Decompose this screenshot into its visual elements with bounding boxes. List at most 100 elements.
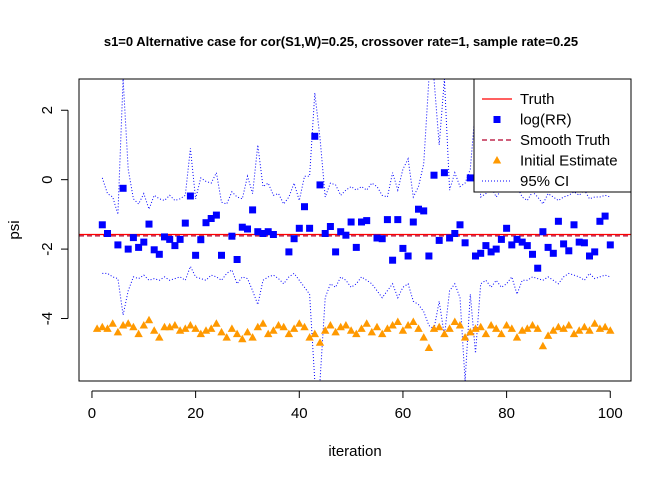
log-rr-point [259, 230, 267, 237]
log-rr-point [420, 207, 428, 215]
initial-estimate-point [227, 324, 237, 332]
axes-layer: 0 20 40 60 80 100 -4 -2 0 2 [39, 106, 623, 422]
log-rr-point [98, 221, 106, 229]
initial-estimate-point [378, 329, 387, 338]
initial-estimate-point [580, 322, 589, 331]
initial-estimate-point [419, 333, 428, 341]
log-rr-point [306, 224, 314, 232]
initial-estimate-point [450, 317, 459, 325]
initial-estimate-point [222, 333, 231, 341]
initial-estimate-point [248, 333, 257, 341]
x-axis-label: iteration [328, 443, 381, 460]
log-rr-point [508, 241, 516, 249]
log-rr-point [383, 216, 391, 224]
log-rr-point [140, 238, 148, 246]
log-rr-point [404, 252, 412, 260]
initial-estimate-point [279, 322, 288, 331]
initial-estimate-point [181, 324, 190, 332]
log-rr-point [415, 205, 422, 213]
log-rr-point [269, 231, 277, 238]
x-tick-label: 100 [598, 405, 623, 422]
legend-label: Smooth Truth [520, 132, 610, 149]
log-rr-point [544, 243, 552, 251]
log-rr-point [596, 217, 604, 225]
log-rr-point [425, 252, 433, 260]
initial-estimate-point [502, 321, 511, 329]
log-rr-point [358, 218, 365, 226]
log-rr-point [285, 248, 293, 256]
initial-estimate-point [238, 334, 247, 343]
initial-estimate-point [170, 321, 180, 329]
log-rr-point [565, 247, 573, 255]
initial-estimate-point [549, 326, 558, 334]
log-rr-point [249, 206, 257, 214]
log-rr-point [591, 248, 599, 256]
log-rr-point [606, 241, 614, 249]
log-rr-point [321, 230, 329, 237]
initial-estimate-point [606, 326, 615, 334]
log-rr-point [446, 234, 454, 242]
initial-estimate-point [134, 329, 143, 338]
log-rr-point [129, 234, 137, 242]
log-rr-point [114, 241, 122, 249]
initial-estimate-point [403, 321, 413, 329]
log-rr-point [264, 228, 272, 236]
initial-estimate-point [362, 319, 371, 327]
log-rr-point [409, 218, 417, 226]
initial-estimate-point [305, 333, 314, 341]
legend-item: log(RR) [493, 112, 572, 129]
log-rr-point [135, 243, 143, 251]
initial-estimate-point [352, 329, 361, 338]
initial-estimate-point [554, 322, 563, 331]
initial-estimate-point [388, 321, 397, 329]
legend-swatch [492, 156, 502, 164]
log-rr-point [549, 249, 557, 257]
log-rr-point [482, 242, 490, 250]
initial-estimate-point [507, 324, 516, 332]
log-rr-point [233, 256, 241, 263]
initial-estimate-point [481, 329, 491, 338]
initial-estimate-point [564, 321, 573, 329]
log-rr-point [570, 221, 578, 229]
log-rr-point [337, 228, 345, 236]
initial-estimate-point [196, 329, 205, 338]
legend-item: Truth [482, 91, 554, 108]
log-rr-point [523, 242, 531, 250]
initial-estimate-point [253, 322, 262, 331]
initial-estimate-point [331, 327, 340, 336]
initial-estimate-point [341, 321, 351, 329]
log-rr-point [161, 233, 168, 241]
log-rr-point [238, 223, 246, 231]
log-rr-point [332, 248, 340, 256]
initial-estimate-point [232, 329, 242, 338]
initial-estimate-point [569, 329, 579, 338]
initial-estimate-point [186, 321, 195, 329]
initial-estimate-point [538, 341, 548, 350]
legend-item: Initial Estimate [492, 153, 618, 170]
initial-estimate-point [486, 321, 496, 329]
initial-estimate-point [264, 329, 273, 338]
initial-estimate-point [124, 319, 133, 327]
ci-upper-line [101, 78, 611, 215]
log-rr-point [218, 251, 225, 259]
log-rr-point [145, 220, 153, 228]
x-tick-label: 40 [291, 405, 308, 422]
log-rr-point [192, 251, 200, 259]
log-rr-point [373, 234, 381, 242]
initial-estimate-point [476, 322, 485, 331]
log-rr-point [119, 184, 127, 192]
initial-estimate-point [295, 319, 304, 327]
initial-estimate-point [523, 324, 532, 332]
log-rr-point [363, 217, 371, 225]
initial-estimate-point [528, 321, 537, 329]
log-rr-point [586, 252, 593, 260]
log-rr-point [347, 218, 355, 226]
log-rr-point [477, 249, 485, 257]
initial-estimate-point [424, 343, 434, 351]
log-rr-point [518, 238, 526, 246]
log-rr-point [104, 230, 111, 237]
log-rr-point [295, 224, 303, 232]
log-rr-point [503, 224, 511, 232]
initial-estimate-point [321, 326, 330, 334]
